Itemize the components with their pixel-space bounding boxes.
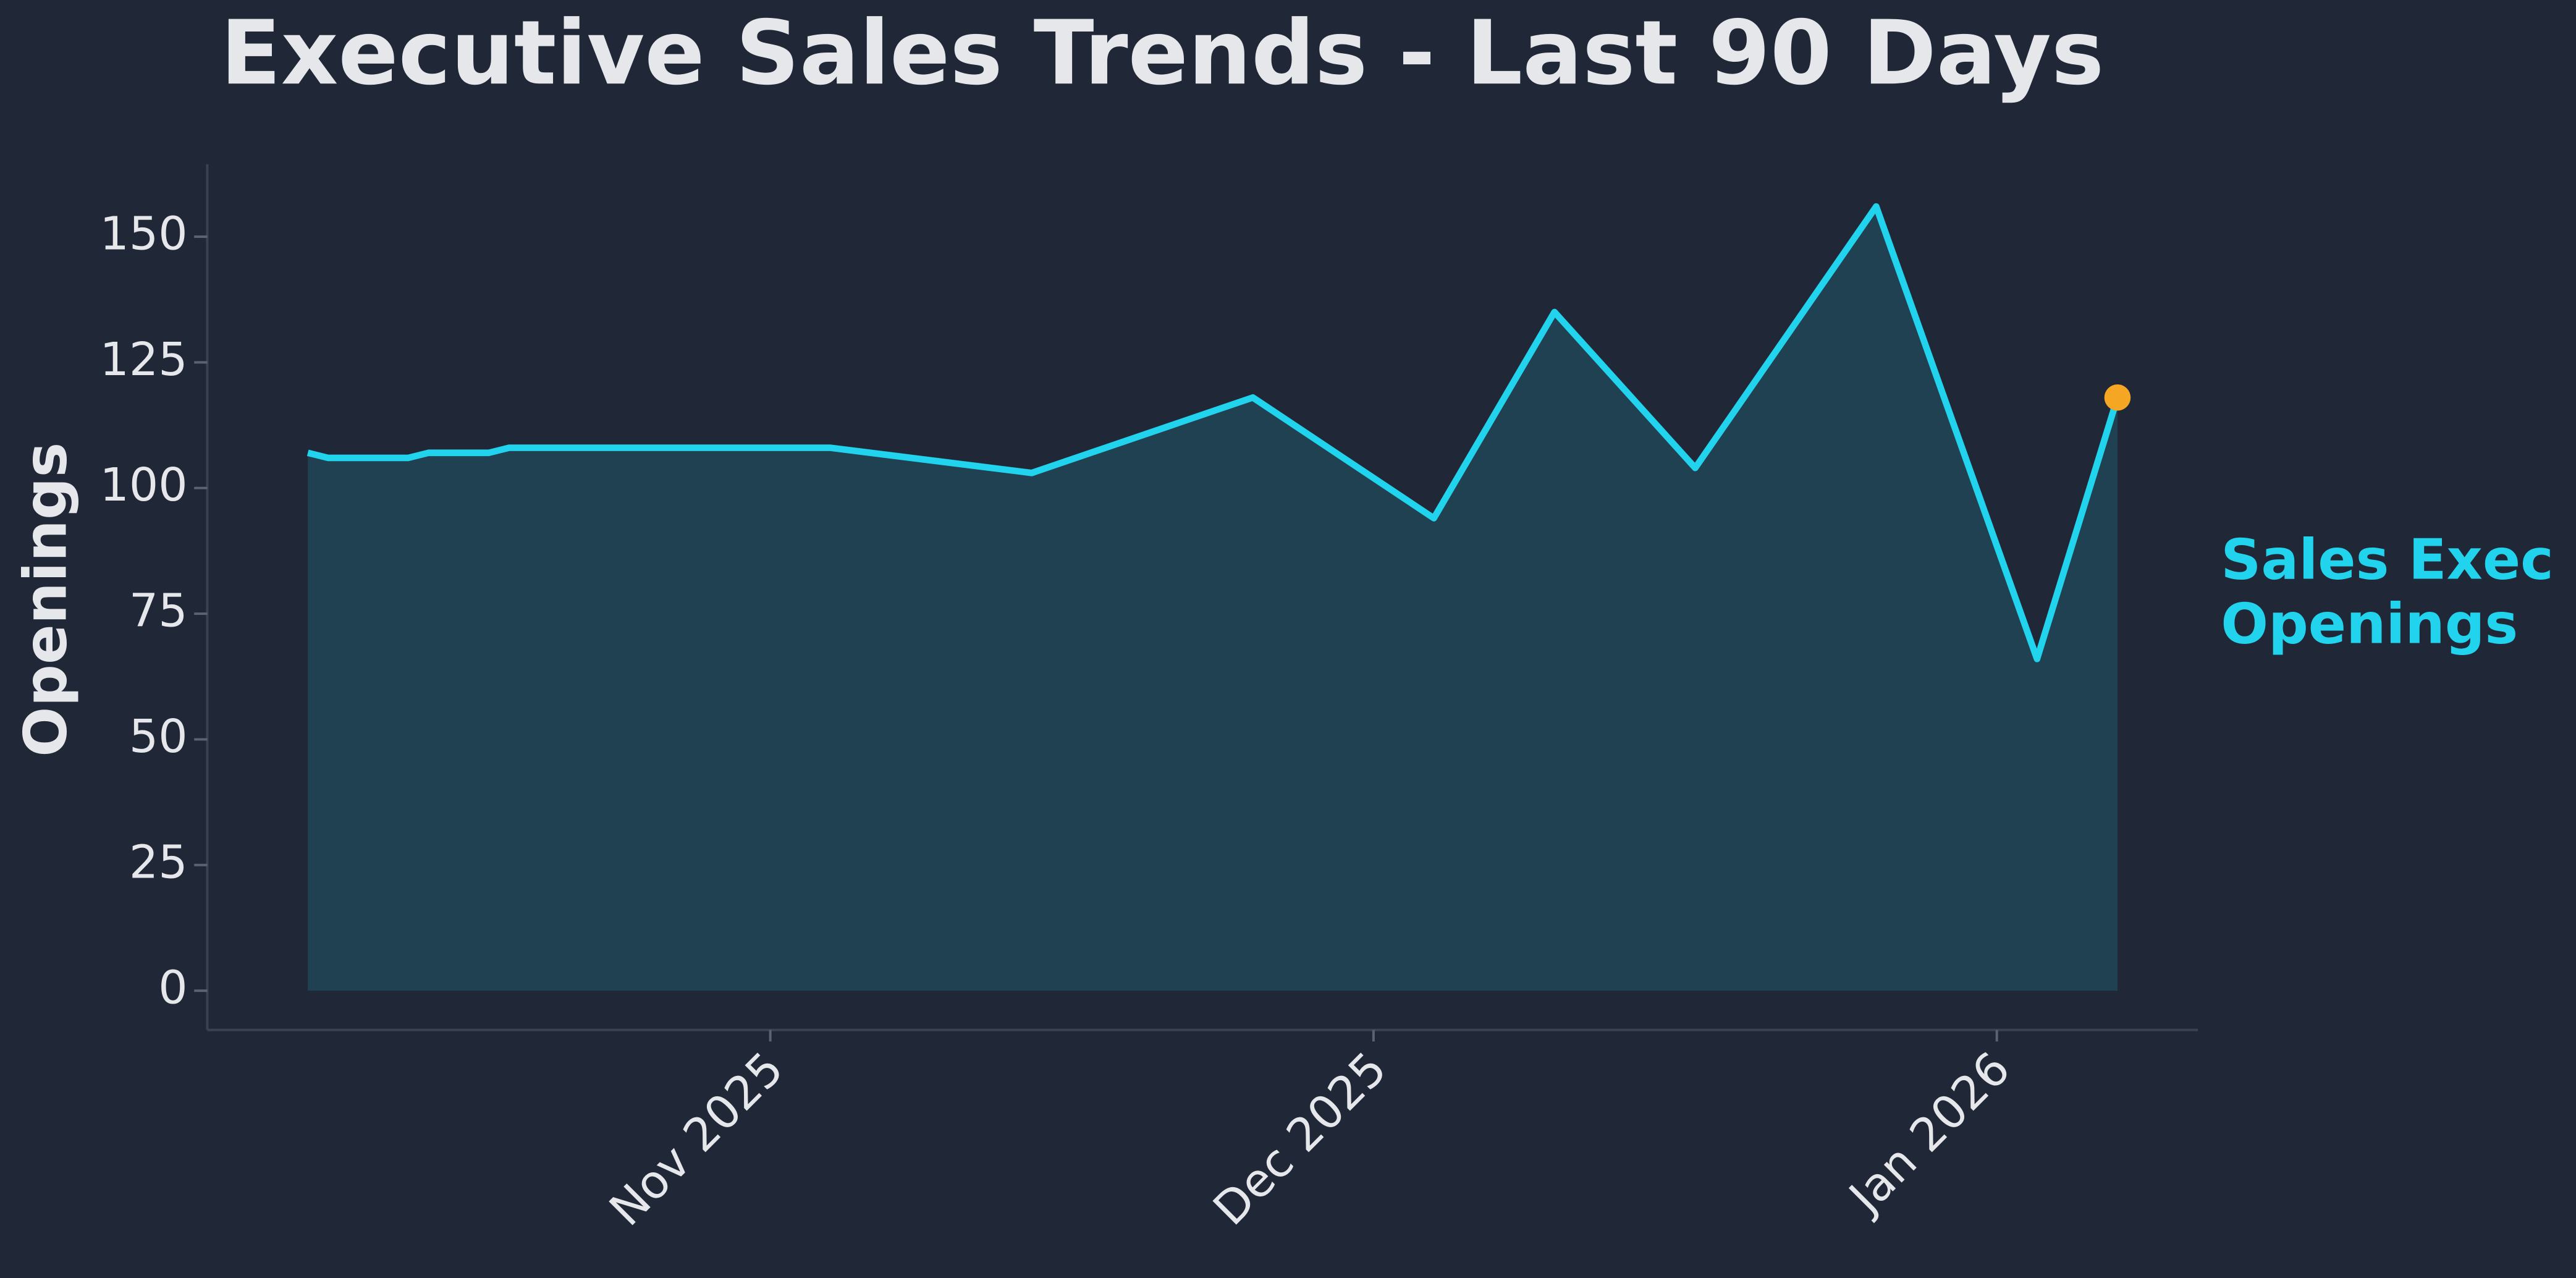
series-label-line: Openings bbox=[2221, 591, 2518, 656]
highlight-point bbox=[2104, 384, 2131, 411]
y-tick-label: 150 bbox=[100, 206, 188, 260]
line bbox=[306, 203, 2121, 662]
area-fill bbox=[308, 206, 2118, 991]
y-tick-label: 125 bbox=[100, 332, 188, 386]
y-tick-label: 100 bbox=[100, 458, 188, 512]
series-label: Sales Exec Openings bbox=[2221, 528, 2553, 657]
y-tick-label: 0 bbox=[158, 961, 187, 1015]
y-tick-label: 75 bbox=[129, 584, 188, 638]
y-axis-label: Openings bbox=[11, 442, 80, 757]
y-tick-label: 50 bbox=[129, 709, 188, 763]
series-label-line: Sales Exec bbox=[2221, 528, 2553, 593]
chart-title: Executive Sales Trends - Last 90 Days bbox=[221, 1, 2105, 104]
y-tick-label: 25 bbox=[129, 835, 188, 889]
